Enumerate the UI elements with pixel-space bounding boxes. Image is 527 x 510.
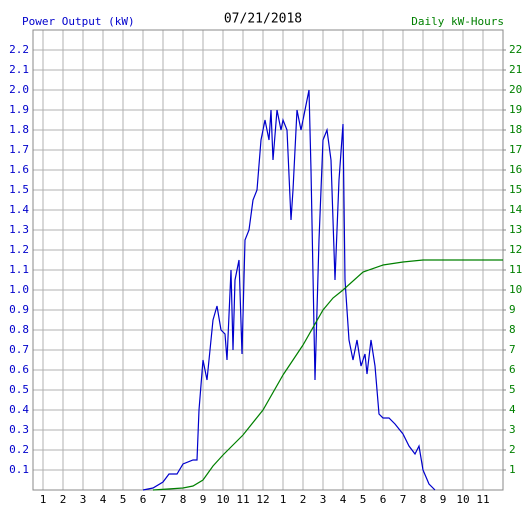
series-line: [152, 259, 503, 491]
y2-tick-label: 9: [509, 303, 516, 316]
x-tick-label: 11: [236, 493, 249, 506]
y-tick-label: 1.7: [9, 143, 29, 156]
y-tick-label: 0.4: [9, 403, 29, 416]
y-tick-label: 0.6: [9, 363, 29, 376]
x-tick-label: 4: [100, 493, 107, 506]
y2-tick-label: 21: [509, 63, 522, 76]
y2-tick-label: 5: [509, 383, 516, 396]
y2-tick-label: 4: [509, 403, 516, 416]
y-tick-label: 2.1: [9, 63, 29, 76]
y2-tick-label: 15: [509, 183, 522, 196]
y-tick-label: 1.8: [9, 123, 29, 136]
y2-tick-label: 16: [509, 163, 522, 176]
y-tick-label: 0.8: [9, 323, 29, 336]
x-tick-label: 1: [40, 493, 47, 506]
x-tick-label: 2: [60, 493, 67, 506]
y-tick-label: 1.9: [9, 103, 29, 116]
y-tick-label: 1.3: [9, 223, 29, 236]
y2-tick-label: 11: [509, 263, 522, 276]
x-tick-label: 9: [200, 493, 207, 506]
y-tick-label: 1.0: [9, 283, 29, 296]
x-tick-label: 3: [320, 493, 327, 506]
y-tick-label: 1.4: [9, 203, 29, 216]
y-tick-label: 2.2: [9, 43, 29, 56]
y2-tick-label: 12: [509, 243, 522, 256]
chart-title: 07/21/2018: [224, 12, 302, 27]
x-tick-label: 5: [360, 493, 367, 506]
y2-tick-label: 2: [509, 443, 516, 456]
y2-tick-label: 7: [509, 343, 516, 356]
x-tick-label: 9: [440, 493, 447, 506]
y2-tick-label: 20: [509, 83, 522, 96]
y2-tick-label: 1: [509, 463, 516, 476]
y-tick-label: 1.2: [9, 243, 29, 256]
x-tick-label: 7: [160, 493, 167, 506]
x-tick-label: 5: [120, 493, 127, 506]
y-tick-label: 1.1: [9, 263, 29, 276]
y-tick-label: 0.9: [9, 303, 29, 316]
x-tick-label: 12: [256, 493, 269, 506]
y2-tick-label: 10: [509, 283, 522, 296]
x-tick-label: 8: [180, 493, 187, 506]
x-tick-label: 3: [80, 493, 87, 506]
x-tick-label: 4: [340, 493, 347, 506]
y-tick-label: 2.0: [9, 83, 29, 96]
y2-tick-label: 6: [509, 363, 516, 376]
x-tick-label: 6: [380, 493, 387, 506]
x-tick-label: 6: [140, 493, 147, 506]
y-tick-label: 0.7: [9, 343, 29, 356]
y2-tick-label: 8: [509, 323, 516, 336]
y2-tick-label: 22: [509, 43, 522, 56]
x-tick-label: 8: [420, 493, 427, 506]
y-tick-label: 0.5: [9, 383, 29, 396]
x-tick-label: 11: [476, 493, 489, 506]
y-axis-label: Power Output (kW): [22, 15, 135, 28]
y2-tick-label: 19: [509, 103, 522, 116]
x-tick-label: 10: [216, 493, 229, 506]
y-tick-label: 1.5: [9, 183, 29, 196]
y2-axis-label: Daily kW-Hours: [411, 15, 504, 28]
y2-tick-label: 13: [509, 223, 522, 236]
y-tick-label: 0.2: [9, 443, 29, 456]
y2-tick-label: 3: [509, 423, 516, 436]
x-tick-label: 1: [280, 493, 287, 506]
y-tick-label: 0.1: [9, 463, 29, 476]
series-line: [142, 89, 436, 491]
x-tick-label: 10: [456, 493, 469, 506]
x-tick-label: 2: [300, 493, 307, 506]
y2-tick-label: 14: [509, 203, 523, 216]
y2-tick-label: 18: [509, 123, 522, 136]
x-tick-label: 7: [400, 493, 407, 506]
y2-tick-label: 17: [509, 143, 522, 156]
y-tick-label: 1.6: [9, 163, 29, 176]
y-tick-label: 0.3: [9, 423, 29, 436]
